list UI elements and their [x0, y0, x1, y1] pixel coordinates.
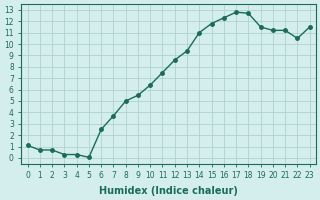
X-axis label: Humidex (Indice chaleur): Humidex (Indice chaleur) — [99, 186, 238, 196]
